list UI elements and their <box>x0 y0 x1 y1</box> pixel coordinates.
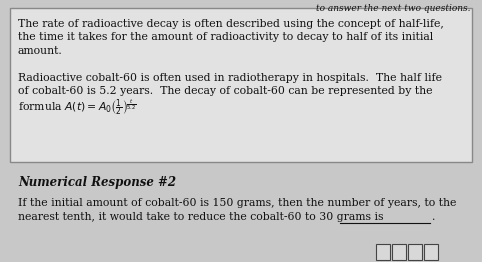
FancyBboxPatch shape <box>10 8 472 162</box>
Text: .: . <box>432 211 435 221</box>
Bar <box>376 244 390 260</box>
Text: Numerical Response #2: Numerical Response #2 <box>18 176 176 189</box>
Text: If the initial amount of cobalt-60 is 150 grams, then the number of years, to th: If the initial amount of cobalt-60 is 15… <box>18 198 456 208</box>
Text: amount.: amount. <box>18 46 63 56</box>
Bar <box>408 244 422 260</box>
Text: The rate of radioactive decay is often described using the concept of half-life,: The rate of radioactive decay is often d… <box>18 19 444 29</box>
Text: the time it takes for the amount of radioactivity to decay to half of its initia: the time it takes for the amount of radi… <box>18 32 433 42</box>
Bar <box>424 244 438 260</box>
Text: Radioactive cobalt-60 is often used in radiotherapy in hospitals.  The half life: Radioactive cobalt-60 is often used in r… <box>18 73 442 83</box>
Text: formula $A(t) = A_0\left(\frac{1}{2}\right)^{\!\frac{t}{5.2}}$: formula $A(t) = A_0\left(\frac{1}{2}\rig… <box>18 98 136 118</box>
Text: nearest tenth, it would take to reduce the cobalt-60 to 30 grams is: nearest tenth, it would take to reduce t… <box>18 211 384 221</box>
Text: to answer the next two questions.: to answer the next two questions. <box>316 4 470 13</box>
Bar <box>392 244 406 260</box>
Text: of cobalt-60 is 5.2 years.  The decay of cobalt-60 can be represented by the: of cobalt-60 is 5.2 years. The decay of … <box>18 86 432 96</box>
